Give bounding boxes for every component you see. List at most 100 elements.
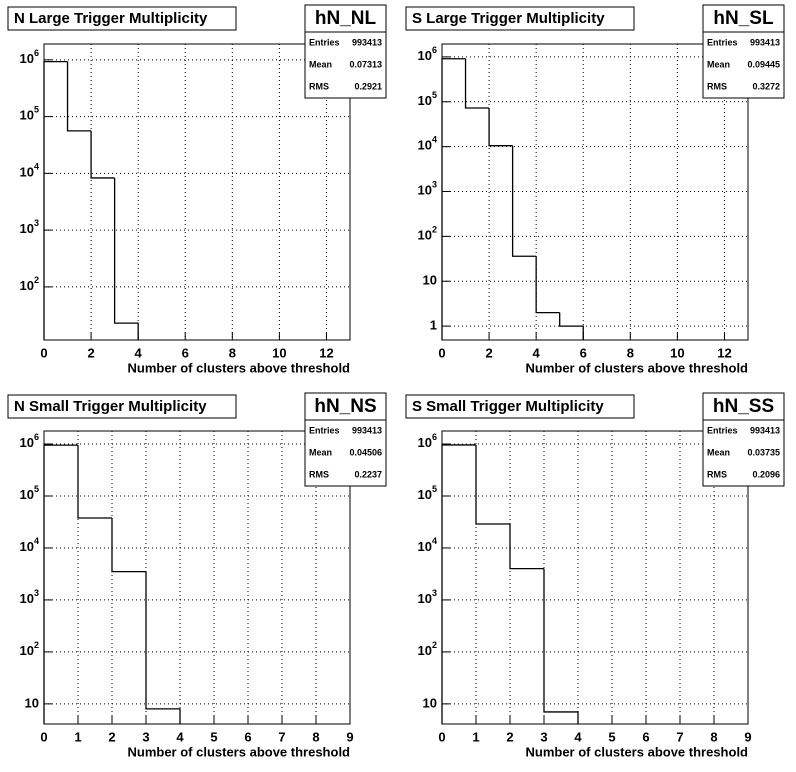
y-tick-base: 10 <box>20 108 34 123</box>
y-tick-exponent: 4 <box>34 162 39 172</box>
y-tick-base: 10 <box>418 93 432 108</box>
y-tick-base: 10 <box>20 278 34 293</box>
x-tick-label: 2 <box>87 345 94 360</box>
y-tick-label: 104 <box>20 162 39 180</box>
y-tick-label: 102 <box>418 225 437 243</box>
y-tick-base: 10 <box>20 591 34 606</box>
stats-box <box>304 4 387 99</box>
stats-label: Mean <box>309 447 332 457</box>
x-tick-label: 12 <box>717 345 731 360</box>
x-tick-label: 5 <box>210 729 217 744</box>
stats-label: Entries <box>309 425 340 435</box>
plot-frame <box>441 430 749 725</box>
y-tick-base: 10 <box>418 643 432 658</box>
stats-title: hN_SL <box>713 8 774 29</box>
y-tick-exponent: 3 <box>432 180 437 190</box>
y-tick-label: 105 <box>418 90 437 108</box>
stats-value: 993413 <box>352 425 382 435</box>
stats-label: Entries <box>309 37 340 47</box>
y-tick-base: 10 <box>418 487 432 502</box>
y-tick-label: 102 <box>418 640 437 658</box>
y-tick-base: 10 <box>20 51 34 66</box>
y-tick-label: 105 <box>20 105 39 123</box>
x-tick-label: 10 <box>670 345 684 360</box>
stats-label: Mean <box>707 447 730 457</box>
y-tick-base: 10 <box>20 222 34 237</box>
y-tick-label: 103 <box>418 180 437 198</box>
chart-title: N Large Trigger Multiplicity <box>14 10 208 27</box>
y-tick-base: 10 <box>418 435 432 450</box>
x-axis-label: Number of clusters above threshold <box>526 360 749 375</box>
y-tick-exponent: 4 <box>432 135 437 145</box>
stats-value: 0.09445 <box>747 59 780 69</box>
stats-value: 0.2921 <box>354 81 382 91</box>
histogram-bin <box>113 177 139 340</box>
x-tick-label: 8 <box>229 345 236 360</box>
histogram-bin <box>66 61 92 132</box>
y-tick-exponent: 3 <box>432 588 437 598</box>
y-tick-label: 106 <box>20 432 39 450</box>
y-tick-label: 106 <box>418 432 437 450</box>
y-tick-label: 10 <box>423 695 437 710</box>
y-tick-exponent: 2 <box>34 640 39 650</box>
stats-box <box>702 392 785 487</box>
y-tick-exponent: 5 <box>34 484 39 494</box>
stats-value: 0.03735 <box>747 447 780 457</box>
title-box <box>7 6 237 31</box>
x-tick-label: 4 <box>574 729 582 744</box>
histogram-bin <box>441 444 476 724</box>
x-tick-label: 1 <box>74 729 81 744</box>
x-tick-label: 1 <box>472 729 479 744</box>
x-tick-label: 3 <box>540 729 547 744</box>
x-tick-label: 4 <box>176 729 184 744</box>
histogram-bin <box>475 444 510 525</box>
chart-title: S Large Trigger Multiplicity <box>412 10 605 27</box>
y-tick-base: 10 <box>418 228 432 243</box>
y-tick-exponent: 3 <box>34 219 39 229</box>
stats-value: 0.07313 <box>349 59 382 69</box>
x-tick-label: 10 <box>272 345 286 360</box>
y-tick-base: 10 <box>20 435 34 450</box>
y-tick-exponent: 5 <box>432 484 437 494</box>
x-tick-label: 12 <box>319 345 333 360</box>
x-tick-label: 0 <box>40 345 47 360</box>
y-tick-base: 10 <box>418 591 432 606</box>
x-tick-label: 0 <box>438 729 445 744</box>
histogram-bin <box>464 58 490 109</box>
y-tick-label: 106 <box>20 48 39 66</box>
histogram-bin <box>43 444 78 724</box>
stats-label: Mean <box>707 59 730 69</box>
y-tick-exponent: 4 <box>432 536 437 546</box>
stats-label: Entries <box>707 425 738 435</box>
y-tick-exponent: 6 <box>34 48 39 58</box>
stats-label: Entries <box>707 37 738 47</box>
x-axis-label: Number of clusters above threshold <box>526 744 749 759</box>
histogram-bin <box>77 445 112 519</box>
stats-value: 993413 <box>352 37 382 47</box>
stats-title: hN_NL <box>315 8 377 29</box>
stats-value: 0.04506 <box>349 447 382 457</box>
y-tick-base: 10 <box>418 48 432 63</box>
y-tick-exponent: 5 <box>34 105 39 115</box>
y-tick-exponent: 5 <box>432 90 437 100</box>
y-tick-exponent: 6 <box>432 432 437 442</box>
histogram-bin <box>43 60 68 340</box>
x-axis-label: Number of clusters above threshold <box>128 360 351 375</box>
stats-box <box>702 4 785 99</box>
x-tick-label: 2 <box>108 729 115 744</box>
x-tick-label: 5 <box>608 729 615 744</box>
y-tick-exponent: 6 <box>432 45 437 55</box>
y-tick-base: 10 <box>20 487 34 502</box>
x-tick-label: 2 <box>485 345 492 360</box>
x-axis-label: Number of clusters above threshold <box>128 744 351 759</box>
y-tick-exponent: 2 <box>34 275 39 285</box>
stats-title: hN_NS <box>314 396 376 417</box>
plot-frame <box>43 430 351 725</box>
stats-label: RMS <box>707 469 727 479</box>
y-tick-label: 104 <box>20 536 39 554</box>
chart-title: S Small Trigger Multiplicity <box>412 398 604 415</box>
y-tick-base: 10 <box>20 539 34 554</box>
y-tick-label: 105 <box>418 484 437 502</box>
